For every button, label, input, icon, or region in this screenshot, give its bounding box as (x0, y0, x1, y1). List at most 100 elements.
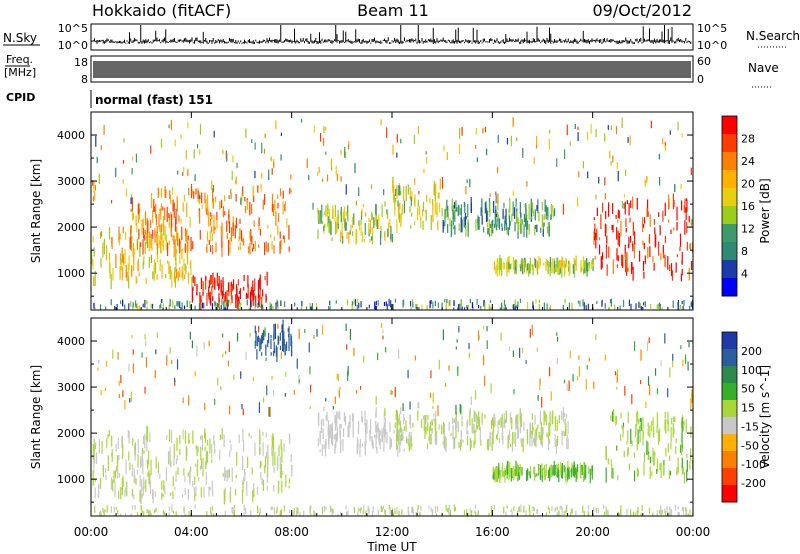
heatmap-cell (376, 446, 378, 454)
heatmap-cell (505, 410, 507, 423)
heatmap-cell (163, 511, 166, 515)
heatmap-cell (104, 306, 107, 310)
heatmap-cell (264, 456, 267, 468)
heatmap-cell (148, 244, 150, 251)
heatmap-cell (658, 176, 661, 186)
heatmap-cell (517, 420, 519, 436)
heatmap-cell (305, 306, 308, 310)
heatmap-cell (514, 299, 516, 307)
heatmap-cell (213, 130, 215, 138)
colorbar-tick-label: 200 (741, 345, 762, 358)
heatmap-cell (131, 335, 133, 339)
heatmap-cell (120, 300, 122, 305)
heatmap-cell (337, 513, 339, 516)
heatmap-cell (392, 512, 394, 516)
heatmap-cell (202, 457, 204, 471)
heatmap-cell (117, 352, 119, 360)
heatmap-cell (545, 512, 548, 516)
heatmap-cell (627, 137, 629, 143)
heatmap-cell (611, 224, 613, 230)
heatmap-cell (268, 169, 270, 180)
heatmap-cell (530, 207, 532, 222)
heatmap-cell (562, 204, 565, 215)
heatmap-cell (646, 199, 649, 215)
heatmap-cell (347, 205, 349, 221)
heatmap-cell (434, 506, 437, 514)
heatmap-cell (514, 207, 516, 219)
heatmap-cell (469, 298, 471, 304)
heatmap-cell (242, 237, 244, 243)
heatmap-cell (288, 485, 290, 489)
heatmap-cell (390, 438, 393, 448)
heatmap-cell (486, 210, 489, 222)
heatmap-cell (507, 256, 509, 272)
heatmap-cell (144, 433, 146, 449)
heatmap-cell (273, 467, 275, 473)
heatmap-cell (151, 303, 154, 309)
heatmap-cell (207, 206, 209, 217)
heatmap-cell (515, 415, 518, 424)
nave-tick-low: 0 (697, 73, 704, 86)
heatmap-cell (409, 300, 412, 307)
freq-label: Freq. (6, 53, 33, 66)
heatmap-cell (612, 224, 614, 233)
heatmap-cell (140, 504, 142, 511)
heatmap-cell (122, 443, 124, 456)
heatmap-cell (398, 511, 400, 516)
heatmap-cell (468, 352, 470, 359)
heatmap-cell (512, 201, 514, 217)
heatmap-cell (235, 294, 237, 308)
heatmap-cell (385, 301, 387, 306)
heatmap-cell (199, 123, 202, 135)
heatmap-cell (607, 125, 609, 130)
heatmap-cell (195, 188, 197, 195)
heatmap-cell (156, 332, 159, 339)
heatmap-cell (182, 202, 184, 212)
heatmap-cell (525, 469, 528, 481)
heatmap-cell (680, 183, 682, 190)
heatmap-cell (543, 467, 545, 471)
heatmap-cell (236, 287, 238, 300)
heatmap-cell (388, 504, 390, 510)
heatmap-cell (545, 463, 547, 476)
heatmap-cell (683, 204, 685, 213)
heatmap-cell (280, 439, 282, 450)
heatmap-cell (118, 226, 120, 240)
heatmap-cell (410, 307, 412, 310)
heatmap-cell (112, 479, 114, 492)
noise-trace (91, 25, 692, 44)
heatmap-cell (643, 223, 645, 228)
heatmap-cell (649, 425, 651, 438)
colorbar-segment (722, 383, 737, 401)
heatmap-cell (208, 211, 210, 227)
heatmap-cell (172, 234, 174, 241)
heatmap-cell (125, 487, 127, 492)
heatmap-cell (666, 505, 668, 512)
heatmap-cell (213, 441, 216, 453)
heatmap-cell (505, 307, 507, 310)
heatmap-cell (344, 218, 346, 231)
heatmap-cell (481, 215, 483, 225)
heatmap-cell (669, 130, 671, 135)
heatmap-cell (317, 171, 319, 176)
heatmap-cell (259, 299, 261, 306)
heatmap-cell (280, 463, 283, 479)
heatmap-cell (382, 329, 384, 334)
heatmap-cell (175, 511, 177, 516)
heatmap-cell (223, 296, 225, 302)
heatmap-cell (213, 513, 215, 516)
heatmap-cell (535, 144, 538, 149)
heatmap-cell (373, 217, 375, 229)
heatmap-cell (577, 197, 579, 207)
heatmap-cell (242, 408, 244, 416)
heatmap-cell (484, 375, 486, 387)
heatmap-cell (229, 237, 231, 253)
heatmap-cell (551, 413, 553, 425)
heatmap-cell (624, 385, 626, 396)
heatmap-cell (524, 217, 527, 227)
heatmap-cell (253, 195, 255, 203)
heatmap-cell (159, 259, 161, 272)
heatmap-cell (310, 504, 312, 509)
colorbar-tick-label: 16 (741, 200, 755, 213)
